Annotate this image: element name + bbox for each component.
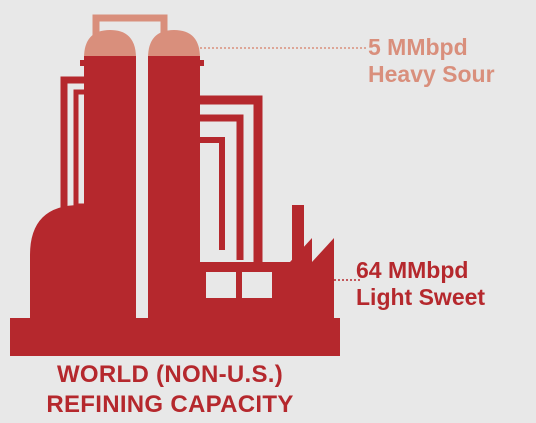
right-dome: [148, 30, 200, 58]
factory-chimney: [292, 205, 304, 260]
right-tower: [148, 56, 200, 356]
caption: WORLD (NON-U.S.) REFINING CAPACITY: [0, 360, 340, 420]
top-pipe: [92, 14, 168, 44]
left-pipe-inner: [73, 89, 84, 209]
heavy-sour-amount: 5 MMbpd: [368, 34, 468, 60]
right-pipe-inner: [200, 114, 244, 260]
factory-window-2: [242, 272, 272, 298]
heavy-sour-label: 5 MMbpd Heavy Sour: [368, 34, 495, 88]
ground-slab: [10, 318, 340, 356]
right-pipe-outer: [200, 95, 263, 280]
right-pipe-low: [200, 137, 225, 250]
caption-line-2: REFINING CAPACITY: [46, 391, 294, 418]
tower-gap: [136, 56, 148, 318]
caption-line-1: WORLD (NON-U.S.): [56, 361, 284, 388]
tower-band-right: [144, 60, 204, 66]
light-sweet-label: 64 MMbpd Light Sweet: [356, 257, 485, 311]
heavy-sour-type: Heavy Sour: [368, 61, 495, 87]
left-dome: [84, 30, 136, 58]
light-sweet-amount: 64 MMbpd: [356, 257, 469, 283]
tower-band-left: [80, 60, 140, 66]
light-sweet-type: Light Sweet: [356, 284, 486, 310]
left-tower: [84, 56, 136, 356]
factory-window-1: [206, 272, 236, 298]
